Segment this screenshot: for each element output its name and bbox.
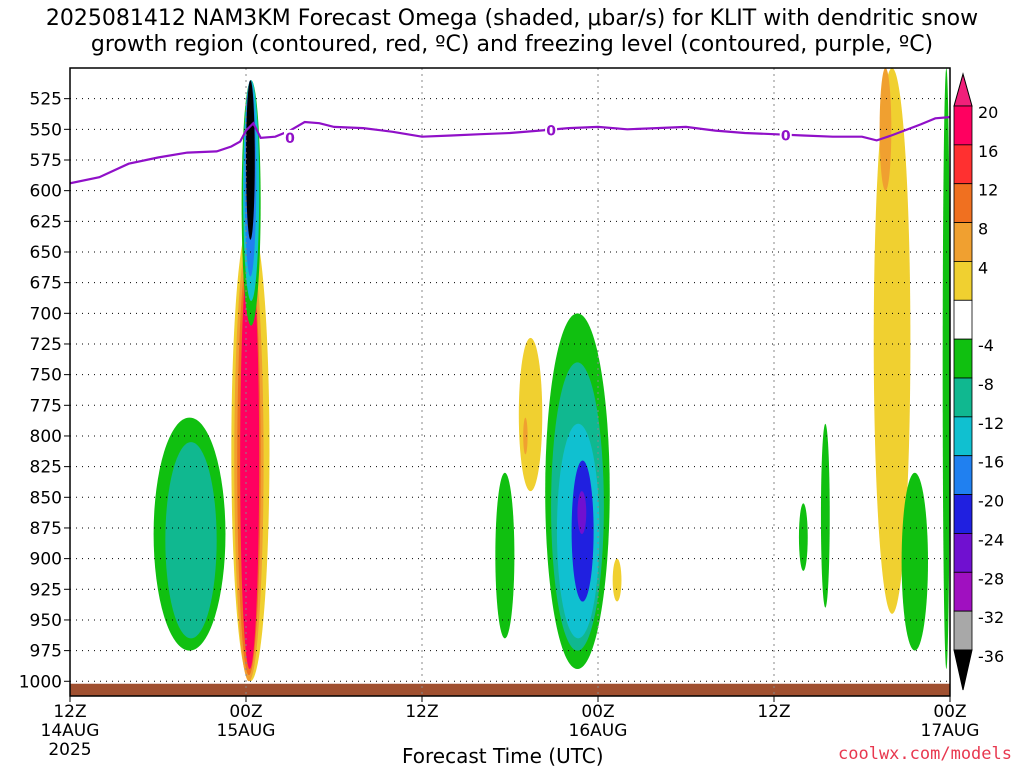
freezing-level-label: 0 [781,128,791,144]
y-tick-label: 625 [30,212,62,232]
omega-region-15 [577,491,587,535]
y-tick-label: 850 [30,488,62,508]
freezing-level-label: 0 [285,131,295,147]
y-tick-label: 575 [30,151,62,171]
omega-region-17 [523,417,528,455]
colorbar-swatch [953,105,973,146]
y-tick-label: 900 [30,550,62,570]
colorbar-swatch [953,377,973,418]
omega-region-21 [901,472,928,651]
colorbar-bottom-triangle [953,649,973,691]
x-axis-title: Forecast Time (UTC) [402,744,604,768]
y-tick-label: 925 [30,580,62,600]
colorbar-label: 16 [978,142,998,161]
x-tick-year: 2025 [48,740,91,760]
x-tick-label: 12Z [405,702,438,722]
colorbar-swatch [953,338,973,379]
colorbar-label: -32 [978,608,1004,627]
colorbar-swatch [953,610,973,651]
freezing-label-bg [545,122,558,139]
x-tick-label: 00Z [229,702,262,722]
colorbar-swatch [953,571,973,612]
colorbar-label: -24 [978,530,1004,549]
colorbar-label: -20 [978,492,1004,511]
omega-region-19 [873,68,911,614]
y-tick-label: 950 [30,611,62,631]
chart-title-line1: 2025081412 NAM3KM Forecast Omega (shaded… [45,6,979,31]
y-tick-label: 675 [30,274,62,294]
x-tick-label: 00Z [933,702,966,722]
x-tick-date: 15AUG [217,721,276,741]
omega-region-9 [165,442,217,639]
colorbar-label: 20 [978,103,998,122]
colorbar-swatch [953,533,973,573]
omega-region-3 [240,251,260,670]
omega-region-23 [820,423,830,608]
omega-region-10 [495,472,515,639]
y-tick-label: 875 [30,519,62,539]
freezing-label-bg [779,127,792,144]
freezing-level-label: 0 [546,124,556,140]
y-tick-label: 725 [30,335,62,355]
omega-region-20 [879,68,892,191]
y-tick-label: 600 [30,182,62,202]
colorbar-swatch [953,299,973,340]
y-tick-label: 1000 [19,672,62,692]
terrain-fill [70,683,950,696]
omega-shading [153,68,950,682]
omega-region-22 [798,503,808,571]
colorbar-label: 8 [978,220,988,239]
colorbar-label: -16 [978,453,1004,472]
x-tick-label: 12Z [757,702,790,722]
y-tick-label: 700 [30,304,62,324]
colorbar-label: -28 [978,569,1004,588]
colorbar-swatch [953,455,973,495]
x-tick-date: 14AUG [41,721,100,741]
colorbar-label: -8 [978,375,994,394]
freezing-level-line [70,116,950,185]
colorbar-label: -4 [978,336,994,355]
omega-region-18 [612,558,622,602]
site-credit[interactable]: coolwx.com/models [838,744,1012,764]
colorbar-label: 12 [978,181,998,200]
x-tick-date: 17AUG [921,721,980,741]
chart-title-line2: growth region (contoured, red, ºC) and f… [90,32,934,57]
colorbar-label: -12 [978,414,1004,433]
x-tick-label: 00Z [581,702,614,722]
freezing-level-contour: 0 0 0 [70,116,950,185]
colorbar-swatch [953,222,973,262]
y-axis: 525 550 575 600 625 650 675 700 725 750 775 800 825 8… [19,90,70,692]
y-tick-label: 975 [30,642,62,662]
y-tick-label: 825 [30,458,62,478]
colorbar-swatch [953,494,973,534]
y-tick-label: 650 [30,243,62,263]
y-tick-label: 800 [30,427,62,447]
colorbar-label: -36 [978,647,1004,666]
plot-frame [69,67,951,697]
x-tick-date: 16AUG [569,721,628,741]
freezing-label-bg [284,129,296,146]
x-tick-label: 12Z [53,702,86,722]
y-tick-label: 550 [30,120,62,140]
colorbar-swatch [953,144,973,185]
y-tick-label: 775 [30,396,62,416]
omega-region-24 [942,68,950,670]
y-tick-label: 525 [30,90,62,110]
y-tick-label: 750 [30,366,62,386]
colorbar: 20 16 12 8 4 -4 -8 -12 -16 -20 -24 -28 -32 -36 [953,72,1004,691]
colorbar-swatch [953,261,973,301]
colorbar-label: 4 [978,258,988,277]
colorbar-swatch [953,183,973,223]
colorbar-swatch [953,416,973,457]
terrain-strip [70,683,950,696]
omega-region-16 [518,337,543,492]
colorbar-top-triangle [953,72,973,107]
